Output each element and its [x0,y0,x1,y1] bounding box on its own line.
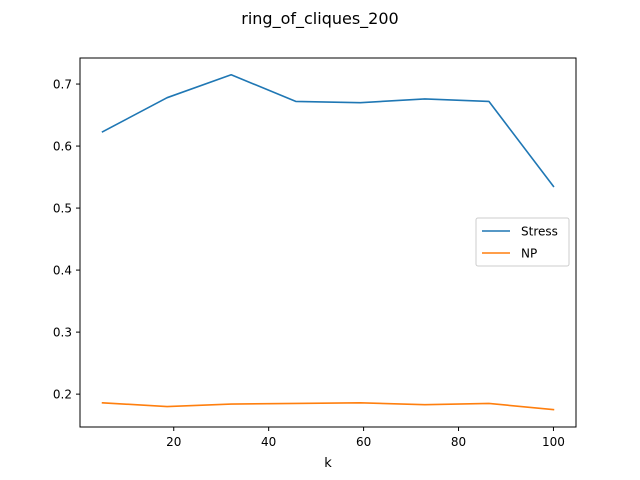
x-axis-label: k [324,456,332,471]
y-tick-label: 0.6 [53,140,72,154]
x-tick-label: 80 [451,435,466,449]
plot-area-frame [79,57,577,428]
y-tick-label: 0.4 [53,264,72,278]
series-line-np [101,401,555,411]
series-layer [101,73,555,411]
x-tick-label: 20 [166,435,181,449]
y-tick-label: 0.3 [53,326,72,340]
chart-title: ring_of_cliques_200 [241,9,398,29]
y-tick-label: 0.2 [53,388,72,402]
legend-label-np: NP [521,247,537,261]
y-tick-label: 0.5 [53,202,72,216]
y-axis-ticks: 0.2 0.3 0.4 0.5 0.6 0.7 [53,78,80,402]
x-axis-ticks: 20 40 60 80 100 [166,427,565,449]
x-tick-label: 60 [356,435,371,449]
legend: Stress NP [475,217,570,267]
legend-label-stress: Stress [521,225,558,239]
series-line-stress [101,73,555,188]
x-tick-label: 40 [261,435,276,449]
legend-box [475,217,570,267]
x-tick-label: 100 [542,435,565,449]
y-tick-label: 0.7 [53,78,72,92]
